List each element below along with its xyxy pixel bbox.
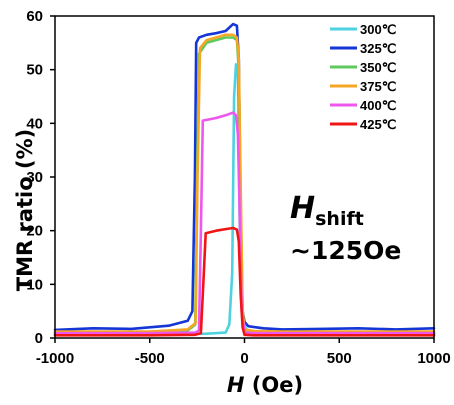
legend-label: 325℃ xyxy=(360,41,396,56)
series-line-4 xyxy=(53,111,436,335)
x-axis-symbol: H xyxy=(227,373,245,397)
annotation-subscript: shift xyxy=(315,208,364,230)
annotation-symbol: H xyxy=(290,191,315,226)
x-tick-label: 1000 xyxy=(417,350,450,367)
y-axis-title: TMR ratio (%) xyxy=(13,129,37,291)
series-layer xyxy=(53,22,436,337)
y-tick-label: 40 xyxy=(26,115,43,132)
legend-label: 350℃ xyxy=(360,60,396,75)
x-axis-unit: (Oe) xyxy=(244,373,303,397)
y-tick-label: 60 xyxy=(26,8,43,25)
annotation-value: ~125Oe xyxy=(290,236,401,265)
x-tick-labels: -1000 -500 0 500 1000 xyxy=(36,350,451,367)
x-tick-label: -500 xyxy=(135,350,165,367)
series-line-5 xyxy=(53,226,436,337)
legend-label: 400℃ xyxy=(360,98,396,113)
series-line-3 xyxy=(53,33,436,333)
legend-label: 375℃ xyxy=(360,79,396,94)
x-tick-label: -1000 xyxy=(36,350,74,367)
legend-label: 425℃ xyxy=(360,117,396,132)
y-tick-label: 20 xyxy=(26,223,43,240)
x-tick-label: 500 xyxy=(327,350,352,367)
axis-ticks xyxy=(50,15,435,343)
x-tick-label: 0 xyxy=(240,350,248,367)
legend: 300℃ 325℃ 350℃ 375℃ 400℃ 425℃ xyxy=(330,22,396,132)
annotation-line1: Hshift xyxy=(290,191,364,230)
y-tick-label: 10 xyxy=(26,276,43,293)
series-line-1 xyxy=(53,22,436,332)
legend-label: 300℃ xyxy=(360,22,396,37)
y-tick-labels: 0 10 20 30 40 50 60 xyxy=(26,8,43,347)
y-tick-label: 30 xyxy=(26,169,43,186)
h-shift-annotation: Hshift ~125Oe xyxy=(290,191,401,265)
y-tick-label: 0 xyxy=(35,330,43,347)
x-axis-title: H (Oe) xyxy=(227,373,303,397)
plot-frame xyxy=(54,15,435,339)
y-tick-label: 50 xyxy=(26,62,43,79)
